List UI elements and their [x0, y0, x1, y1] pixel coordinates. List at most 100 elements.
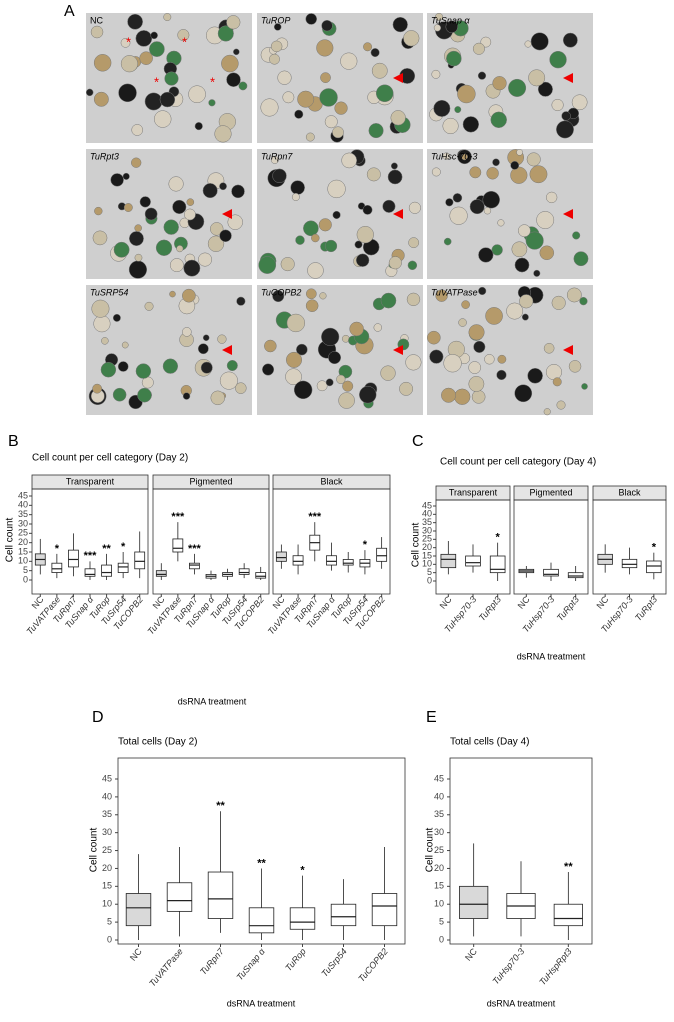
cell: [338, 364, 353, 379]
arrowhead: [393, 345, 403, 355]
facet-label: Black: [320, 476, 343, 486]
box: [553, 903, 583, 927]
box: [376, 547, 388, 562]
cell: [264, 339, 277, 353]
significance: **: [102, 543, 111, 555]
cell: [363, 42, 373, 52]
cell: [392, 17, 408, 33]
cell: [219, 229, 232, 242]
cell: [354, 240, 363, 249]
cell: [429, 349, 444, 364]
cell: [135, 363, 152, 379]
cell: [468, 376, 485, 392]
tile-label: TuVATPase: [431, 287, 478, 297]
y-tick-label: 0: [439, 934, 444, 944]
facet-label: Pigmented: [529, 487, 572, 497]
cell: [581, 383, 588, 390]
box: [189, 562, 200, 570]
cell: [545, 191, 558, 204]
box: [465, 555, 481, 567]
box: [51, 562, 63, 573]
cell: [305, 299, 319, 312]
cell: [380, 292, 397, 309]
y-axis-title: Cell count: [5, 518, 16, 563]
box: [459, 885, 489, 919]
y-tick-label: 20: [422, 542, 432, 552]
cell: [131, 124, 144, 136]
box: [155, 570, 167, 577]
cell: [321, 20, 333, 32]
significance: *: [496, 532, 501, 544]
cell: [194, 122, 203, 131]
cell: [525, 231, 544, 250]
x-axis-title: dsRNA treatment: [487, 998, 556, 1008]
x-tick-label: TuRop: [283, 946, 308, 973]
cell: [442, 117, 459, 135]
facet-label: Black: [618, 487, 641, 497]
cell: [556, 120, 574, 139]
cell: [516, 149, 523, 156]
cell: [373, 323, 382, 332]
x-tick-label: TuCOPB2: [356, 946, 390, 983]
x-tick-label: NC: [595, 594, 611, 611]
cell: [497, 354, 507, 364]
cell: [324, 115, 338, 129]
x-tick-label: TuRpn7: [198, 946, 226, 977]
cell: [235, 382, 247, 394]
cell: [123, 203, 133, 212]
cell: [537, 81, 553, 97]
cell: [340, 52, 358, 70]
cell: [469, 199, 485, 215]
cell: [452, 193, 463, 203]
y-tick-label: 5: [427, 567, 432, 577]
cell: [572, 231, 581, 240]
x-tick-label: NC: [463, 946, 479, 963]
cell: [388, 256, 402, 270]
box: [255, 572, 267, 579]
cell: [511, 241, 528, 258]
cell: [208, 99, 216, 107]
cell: [325, 378, 334, 387]
cell: [471, 390, 486, 404]
cell: [443, 237, 452, 246]
y-tick-label: 15: [434, 881, 444, 891]
cell: [370, 48, 380, 58]
cell: [514, 384, 533, 403]
x-tick-label: TuSrp54: [319, 946, 348, 978]
cell: [150, 31, 158, 40]
cell: [305, 132, 315, 142]
cell: [183, 259, 201, 277]
cell: [482, 191, 500, 209]
cell: [91, 299, 110, 318]
cell: [427, 330, 441, 345]
cell: [355, 253, 370, 267]
cell: [562, 32, 578, 48]
cell: [219, 182, 227, 191]
cell: [431, 69, 441, 79]
cell: [260, 98, 279, 117]
cell: [294, 109, 304, 119]
cell: [272, 168, 287, 184]
cell: [526, 152, 541, 167]
cell: [303, 220, 319, 237]
cell: [485, 307, 503, 325]
cell: [226, 360, 238, 372]
y-axis-title: Cell count: [411, 523, 422, 568]
significance: *: [121, 541, 126, 553]
cell: [296, 343, 308, 356]
cell: [277, 70, 292, 85]
box: [125, 893, 152, 927]
y-tick-label: 15: [422, 550, 432, 560]
box: [238, 568, 250, 575]
cell: [319, 292, 327, 300]
x-tick-label: TuRpt3: [555, 594, 581, 623]
cell: [510, 161, 520, 170]
x-tick-label: NC: [438, 594, 454, 611]
cell: [118, 83, 137, 103]
significance: *: [55, 543, 60, 555]
cell: [556, 400, 566, 410]
chart-title: Total cells (Day 4): [450, 737, 529, 748]
cell: [433, 99, 451, 117]
cell: [573, 251, 589, 267]
